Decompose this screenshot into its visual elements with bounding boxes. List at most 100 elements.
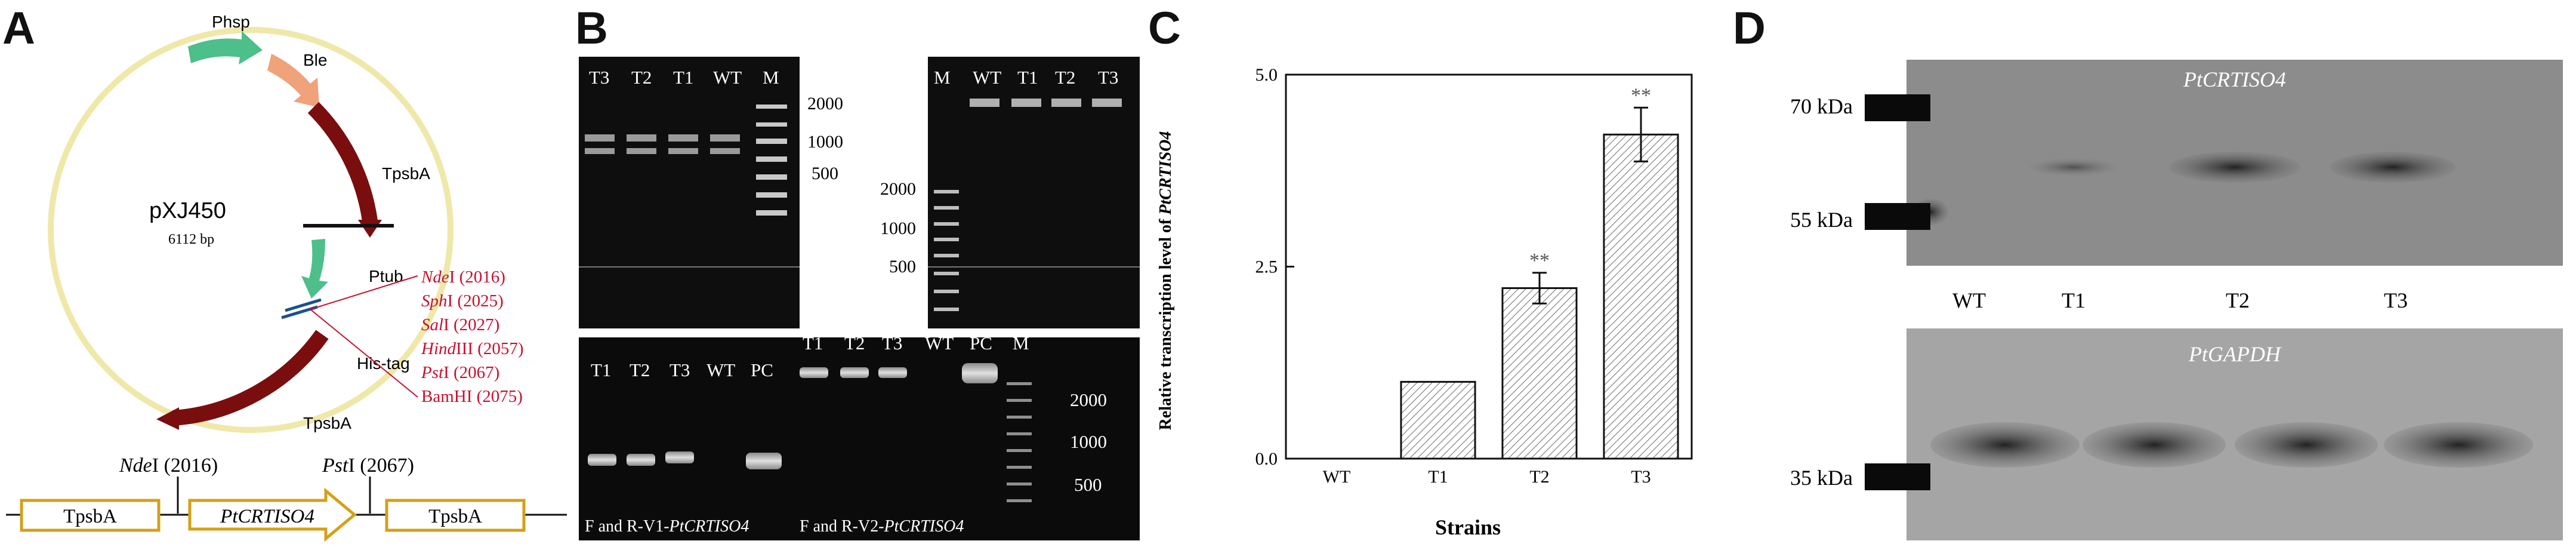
tpsba-bottom-arc xyxy=(172,330,329,426)
panel-b: B T3 T2 T1 WT M xyxy=(573,0,1146,544)
gel1-marker-500: 500 xyxy=(812,164,838,183)
construct-nde-label: NdeI (2016) xyxy=(119,454,218,477)
gel3-band xyxy=(627,454,655,466)
tpsba-bottom-head xyxy=(156,407,179,430)
gel2-band xyxy=(1092,99,1122,107)
panel-b-letter: B xyxy=(575,3,608,54)
y-axis-label: Relative transcription level of PtCRTISO… xyxy=(1156,131,1175,431)
ladder-band xyxy=(1007,399,1032,402)
phsp-arrow xyxy=(188,31,263,64)
gel3-right-bands xyxy=(800,363,998,383)
gel2-lane-3: T2 xyxy=(1055,67,1075,88)
histag-line-1 xyxy=(285,298,322,312)
x-tick-label: T3 xyxy=(1631,467,1651,487)
bar-chart: Relative transcription level of PtCRTISO… xyxy=(1156,65,1693,539)
significance-mark: ** xyxy=(1631,84,1651,106)
gel1-band xyxy=(627,148,656,154)
ladder-band xyxy=(934,206,959,210)
label-tpsba-bottom: TpsbA xyxy=(303,414,351,432)
marker-35-label: 35 kDa xyxy=(1790,466,1853,490)
ladder-band xyxy=(1007,483,1032,485)
gel1-marker-1000: 1000 xyxy=(807,132,843,152)
plasmid-size: 6112 bp xyxy=(168,232,214,247)
gel-images: T3 T2 T1 WT M 2000 1000 500 xyxy=(579,57,1140,540)
gel2 xyxy=(928,57,1140,328)
gel3-right-lane-5: M xyxy=(1013,333,1029,354)
ladder-band xyxy=(1007,466,1032,469)
lane-label-t3: T3 xyxy=(2384,288,2408,312)
label-ble: Ble xyxy=(303,51,327,69)
construct-right-label: TpsbA xyxy=(428,506,482,527)
panel-a: A Phsp Ble TpsbA pXJ450 6112 bp Ptub xyxy=(0,0,573,544)
gel3-right-lane-3: WT xyxy=(925,333,954,354)
gel3-band xyxy=(665,451,694,463)
lane-label-t1: T1 xyxy=(2062,288,2086,312)
lane-label-wt: WT xyxy=(1952,288,1986,312)
marker-55-label: 55 kDa xyxy=(1790,208,1853,232)
site-0: NdeI (2016) xyxy=(421,268,505,287)
construct-gene-label: PtCRTISO4 xyxy=(220,506,314,527)
lane-label-t2: T2 xyxy=(2226,288,2250,312)
ladder-band xyxy=(934,238,959,241)
construct-left-label: TpsbA xyxy=(63,506,117,527)
gel1-band xyxy=(627,134,656,142)
gel3-band xyxy=(840,367,869,378)
gel3-band xyxy=(962,363,998,383)
gel1-lane-4: M xyxy=(763,67,779,88)
western-blot: PtCRTISO4 WT T1 T2 T3 PtGAPDH 70 kDa 55 … xyxy=(1790,60,2563,540)
gel3-left-lane-1: T2 xyxy=(630,359,650,380)
gel2-lane-2: T1 xyxy=(1017,67,1038,88)
ladder-band xyxy=(756,156,787,162)
gel2-marker-2000: 2000 xyxy=(880,179,916,199)
gel1-band xyxy=(585,134,615,142)
y-tick-label: 5.0 xyxy=(1255,65,1278,85)
gel1-marker-ladder xyxy=(756,105,787,216)
x-tick-label: WT xyxy=(1323,467,1351,487)
panel-c: C Relative transcription level of PtCRTI… xyxy=(1146,0,1730,544)
gel2-lane-0: M xyxy=(934,67,951,88)
blot-band xyxy=(2235,422,2378,468)
ladder-band xyxy=(934,222,959,226)
marker-70-bar xyxy=(1865,94,1930,121)
label-tpsba-top: TpsbA xyxy=(382,164,430,183)
gel3-left-lane-2: T3 xyxy=(670,359,690,380)
ladder-band xyxy=(1007,432,1032,435)
gel1-marker-2000: 2000 xyxy=(807,94,843,113)
plasmid-backbone xyxy=(48,27,454,433)
ble-arrow xyxy=(267,54,319,107)
marker-35-bar xyxy=(1865,463,1930,490)
ladder-band xyxy=(934,272,959,275)
bar xyxy=(1400,380,1476,460)
tpsba-top-head xyxy=(358,220,382,238)
tpsba-top-arc xyxy=(307,102,378,222)
ladder-band xyxy=(756,122,787,127)
gel1-lane-1: T2 xyxy=(631,67,652,88)
gel3-marker-2000: 2000 xyxy=(1070,389,1107,410)
blot-bottom-label: PtGAPDH xyxy=(2188,342,2282,366)
ladder-band xyxy=(1007,449,1032,452)
ladder-band xyxy=(934,254,959,257)
marker-70-label: 70 kDa xyxy=(1790,94,1853,118)
gel2-marker-ladder xyxy=(934,190,959,311)
gel1-band xyxy=(668,148,698,154)
gel3-caption-left: F and R-V1-PtCRTISO4 xyxy=(585,517,749,536)
ladder-band xyxy=(934,290,959,293)
gel2-band xyxy=(1011,99,1041,107)
x-axis-label: Strains xyxy=(1435,515,1501,539)
site-leader-2 xyxy=(310,309,418,398)
site-3: HindIII (2057) xyxy=(421,339,524,358)
gel3-band xyxy=(746,453,782,469)
gel1-band xyxy=(710,134,740,142)
site-2: SalI (2027) xyxy=(421,315,499,334)
panel-d-letter: D xyxy=(1733,3,1766,54)
gel2-marker-1000: 1000 xyxy=(880,219,916,238)
panel-a-letter: A xyxy=(2,3,35,54)
gel3-left-lane-3: WT xyxy=(707,359,735,380)
marker-55-bar xyxy=(1865,203,1930,230)
gel3-right-lane-1: T2 xyxy=(844,333,865,354)
plasmid-name: pXJ450 xyxy=(149,198,226,223)
gel1-band xyxy=(710,148,740,154)
ladder-band xyxy=(934,190,959,193)
y-tick-label: 2.5 xyxy=(1255,257,1278,277)
gel1-band xyxy=(668,134,698,142)
